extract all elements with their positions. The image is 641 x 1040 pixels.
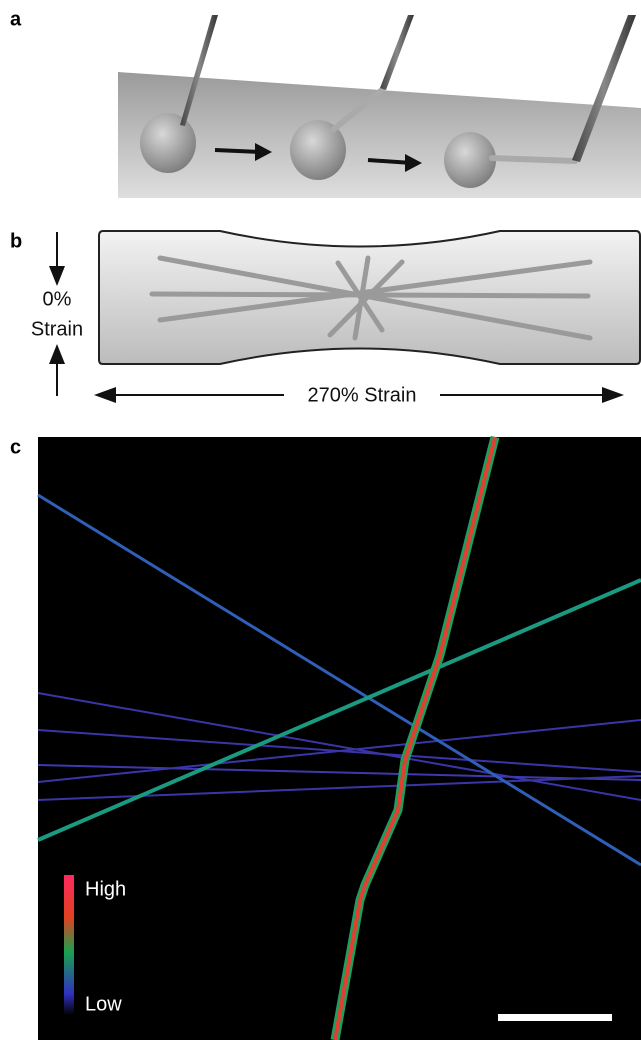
page: {"panels": [ {"label": "a"}, {"label": "…	[0, 0, 641, 1040]
strain-label: Strain	[31, 318, 83, 340]
panel-label: a	[10, 8, 22, 30]
colorbar-label: High	[85, 878, 126, 900]
scale-bar	[498, 1014, 612, 1021]
droplet	[140, 113, 196, 173]
micrograph	[38, 437, 641, 1040]
pipette	[380, 15, 414, 90]
arrowhead	[602, 387, 624, 403]
arrowhead	[94, 387, 116, 403]
colorbar	[64, 875, 74, 1015]
colorbar-label: Low	[85, 993, 122, 1015]
fiber	[492, 158, 575, 161]
arrowhead	[49, 344, 65, 364]
droplet	[444, 132, 496, 188]
strain-label: 0%	[43, 288, 72, 310]
strain-label: 270% Strain	[308, 384, 417, 406]
arrowhead	[49, 266, 65, 286]
figure: a b 0% Strain 270% Strain c	[0, 0, 641, 1040]
arrow	[215, 150, 262, 152]
panel-label: b	[10, 230, 22, 252]
panel-label: c	[10, 436, 21, 458]
